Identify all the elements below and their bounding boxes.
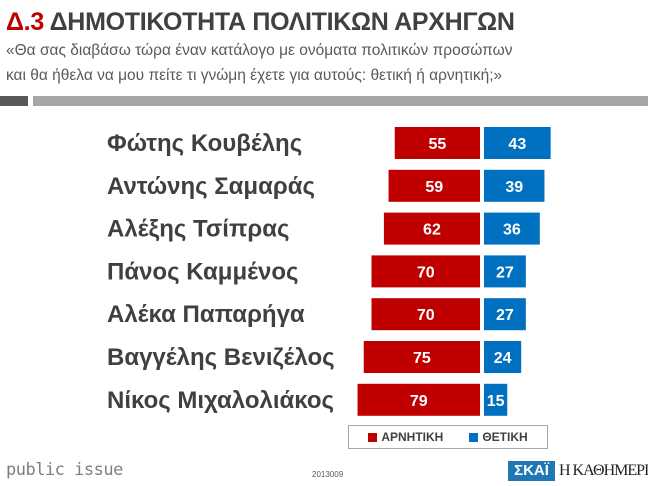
legend-item-positive: ΘΕΤΙΚΗ	[469, 430, 528, 444]
bar-negative	[383, 212, 480, 245]
data-label-negative: 62	[423, 222, 441, 239]
legend-item-negative: ΑΡΝΗΤΙΚΗ	[368, 430, 443, 444]
bar-positive	[484, 255, 526, 288]
kathimerini-logo: Η ΚΑΘΗΜΕΡΙΝΗ	[559, 462, 648, 479]
legend: ΑΡΝΗΤΙΚΗ ΘΕΤΙΚΗ	[348, 425, 548, 449]
category-label: Πάνος Καμμένος	[107, 258, 298, 285]
category-label: Αντώνης Σαμαράς	[107, 173, 315, 200]
data-label-positive: 43	[508, 136, 526, 153]
category-label: Αλέξης Τσίπρας	[107, 216, 289, 243]
data-label-positive: 39	[505, 179, 523, 196]
data-label-negative: 75	[413, 350, 431, 367]
divider-dark	[0, 96, 28, 106]
bar-negative	[388, 169, 480, 202]
bar-negative	[371, 255, 480, 288]
divider-light	[33, 96, 648, 106]
data-label-negative: 79	[410, 393, 428, 410]
category-label: Βαγγέλης Βενιζέλος	[107, 344, 335, 371]
bar-negative	[357, 383, 480, 416]
bar-positive	[484, 169, 545, 202]
bar-negative	[371, 298, 480, 331]
bar-negative	[394, 127, 480, 159]
data-label-positive: 36	[503, 222, 521, 239]
bar-positive	[484, 383, 508, 416]
data-label-negative: 59	[425, 179, 443, 196]
data-label-positive: 27	[496, 264, 514, 281]
category-label: Νίκος Μιχαλολιάκος	[107, 387, 334, 414]
data-label-positive: 15	[487, 393, 505, 410]
legend-swatch-positive	[469, 432, 479, 442]
legend-label-positive: ΘΕΤΙΚΗ	[482, 430, 528, 444]
survey-code: 2013009	[312, 470, 344, 479]
bar-positive	[484, 341, 522, 373]
data-label-positive: 27	[496, 307, 514, 324]
legend-label-negative: ΑΡΝΗΤΙΚΗ	[381, 430, 444, 444]
category-label: Αλέκα Παπαρήγα	[107, 301, 305, 328]
subtitle-line-1: «Θα σας διαβάσω τώρα έναν κατάλογο με ον…	[6, 42, 513, 59]
data-label-negative: 70	[417, 307, 435, 324]
category-label: Φώτης Κουβέλης	[107, 130, 302, 157]
public-issue-logo: public issue	[6, 460, 123, 480]
legend-swatch-negative	[368, 432, 378, 442]
data-label-positive: 24	[494, 350, 512, 367]
bar-positive	[484, 298, 526, 331]
section-code: Δ.3	[6, 8, 44, 36]
bar-positive	[484, 212, 540, 245]
title-text: ΔΗΜΟΤΙΚΟΤΗΤΑ ΠΟΛΙΤΙΚΩΝ ΑΡΧΗΓΩΝ	[49, 8, 515, 36]
bar-positive	[484, 127, 551, 159]
data-label-negative: 70	[417, 264, 435, 281]
data-label-negative: 55	[428, 136, 446, 153]
skai-logo: ΣΚΑΪ	[508, 461, 555, 481]
subtitle-line-2: και θα ήθελα να μου πείτε τι γνώμη έχετε…	[6, 67, 503, 84]
page-title: Δ.3 ΔΗΜΟΤΙΚΟΤΗΤΑ ΠΟΛΙΤΙΚΩΝ ΑΡΧΗΓΩΝ	[6, 8, 515, 37]
bar-negative	[363, 341, 480, 373]
